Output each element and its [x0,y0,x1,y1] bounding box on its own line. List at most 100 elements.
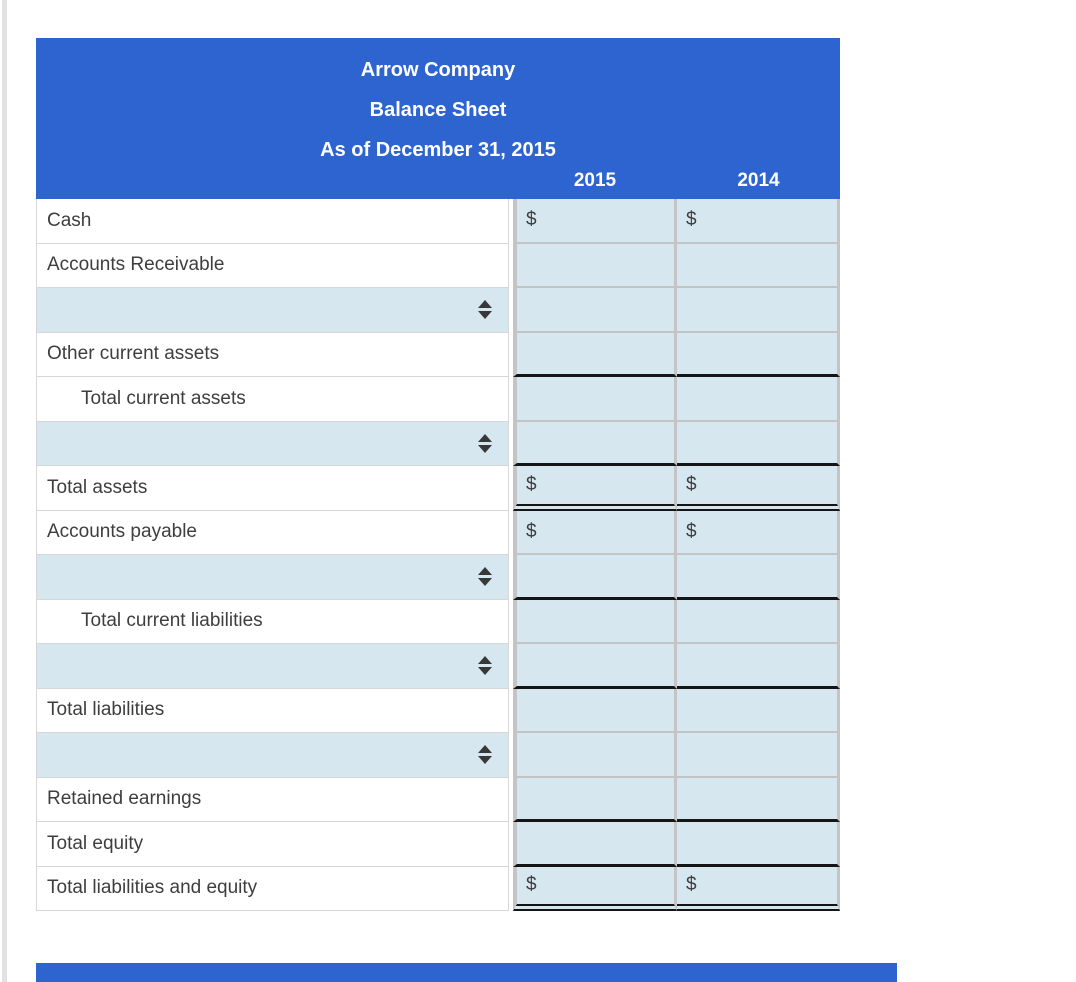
input-cell-2015[interactable] [513,644,677,689]
up-arrow-icon [478,567,492,576]
row-label: Accounts payable [47,521,197,543]
table-row: Other current assets [36,332,840,377]
dollar-sign: $ [686,209,697,231]
input-cell-2015[interactable] [513,332,677,377]
account-select-dropdown[interactable] [36,288,509,333]
input-cell-2015[interactable]: $ [513,466,677,511]
input-cell-2014[interactable] [677,644,840,689]
table-row: Cash $ $ [36,199,840,244]
account-select-dropdown[interactable] [36,421,509,466]
table-row: Total liabilities and equity $ $ [36,866,840,911]
date-title: As of December 31, 2015 [320,139,556,161]
company-title: Arrow Company [360,59,516,81]
row-label-cell: Cash [36,199,509,244]
up-down-arrows-icon [478,656,492,676]
input-cell-2015[interactable]: $ [513,199,677,244]
down-arrow-icon [478,756,492,765]
input-cell-2015[interactable] [513,688,677,733]
input-cell-2015[interactable] [513,555,677,600]
table-row: Accounts payable $ $ [36,510,840,555]
table-row [36,644,840,689]
dollar-sign: $ [526,473,537,495]
balance-sheet-table: Arrow Company Balance Sheet As of Decemb… [36,38,840,911]
table-row [36,555,840,600]
account-select-dropdown[interactable] [36,733,509,778]
table-row: Accounts Receivable [36,243,840,288]
input-cell-2014[interactable]: $ [677,866,840,911]
input-cell-2014[interactable]: $ [677,199,840,244]
up-down-arrows-icon [478,300,492,320]
input-cell-2014[interactable] [677,688,840,733]
row-label-cell: Total liabilities and equity [36,866,509,911]
input-cell-2015[interactable] [513,377,677,422]
input-cell-2014[interactable] [677,332,840,377]
statement-title: Balance Sheet [369,99,507,121]
row-label-cell: Total current liabilities [36,599,509,644]
row-label-cell: Total assets [36,466,509,511]
up-arrow-icon [478,656,492,665]
up-down-arrows-icon [478,567,492,587]
row-label: Accounts Receivable [47,254,225,276]
second-table-header: Arrow Company [36,963,897,982]
row-label: Total equity [47,832,144,854]
input-cell-2015[interactable] [513,599,677,644]
row-label-cell: Total equity [36,822,509,867]
input-cell-2015[interactable]: $ [513,866,677,911]
row-label-cell: Accounts payable [36,510,509,555]
input-cell-2015[interactable] [513,243,677,288]
dollar-sign: $ [526,209,537,231]
up-down-arrows-icon [478,433,492,453]
input-cell-2014[interactable] [677,777,840,822]
input-cell-2015[interactable] [513,733,677,778]
input-cell-2015[interactable]: $ [513,510,677,555]
input-cell-2014[interactable] [677,822,840,867]
down-arrow-icon [478,311,492,320]
input-cell-2014[interactable] [677,243,840,288]
account-select-dropdown[interactable] [36,644,509,689]
table-row: Total equity [36,822,840,867]
row-label-cell: Other current assets [36,332,509,377]
dollar-sign: $ [686,473,697,495]
table-row [36,421,840,466]
row-label: Retained earnings [47,788,202,810]
dollar-sign: $ [526,874,537,896]
input-cell-2014[interactable]: $ [677,510,840,555]
column-header-2014: 2014 [737,170,780,191]
table-header: Arrow Company Balance Sheet As of Decemb… [36,38,840,199]
dollar-sign: $ [686,520,697,542]
row-label: Total current liabilities [81,610,263,632]
second-table: Arrow Company [36,963,897,982]
input-cell-2015[interactable] [513,822,677,867]
table-row: Total current assets [36,377,840,422]
table-row: Total liabilities [36,688,840,733]
up-arrow-icon [478,300,492,309]
second-company-title: Arrow Company [36,975,897,982]
table-body: Cash $ $ Accounts Receivable [36,199,840,911]
table-row: Total current liabilities [36,599,840,644]
row-label: Total liabilities [47,699,165,721]
input-cell-2014[interactable]: $ [677,466,840,511]
row-label: Total assets [47,476,148,498]
row-label-cell: Retained earnings [36,777,509,822]
input-cell-2014[interactable] [677,555,840,600]
left-scroll-strip [2,0,7,982]
input-cell-2014[interactable] [677,288,840,333]
up-arrow-icon [478,745,492,754]
down-arrow-icon [478,444,492,453]
table-row: Retained earnings [36,777,840,822]
input-cell-2014[interactable] [677,733,840,778]
row-label: Total liabilities and equity [47,877,258,899]
account-select-dropdown[interactable] [36,555,509,600]
table-row [36,733,840,778]
row-label: Other current assets [47,343,220,365]
down-arrow-icon [478,667,492,676]
input-cell-2014[interactable] [677,377,840,422]
input-cell-2014[interactable] [677,599,840,644]
input-cell-2015[interactable] [513,288,677,333]
row-label: Total current assets [81,387,246,409]
up-arrow-icon [478,433,492,442]
input-cell-2015[interactable] [513,777,677,822]
input-cell-2014[interactable] [677,421,840,466]
input-cell-2015[interactable] [513,421,677,466]
table-row [36,288,840,333]
